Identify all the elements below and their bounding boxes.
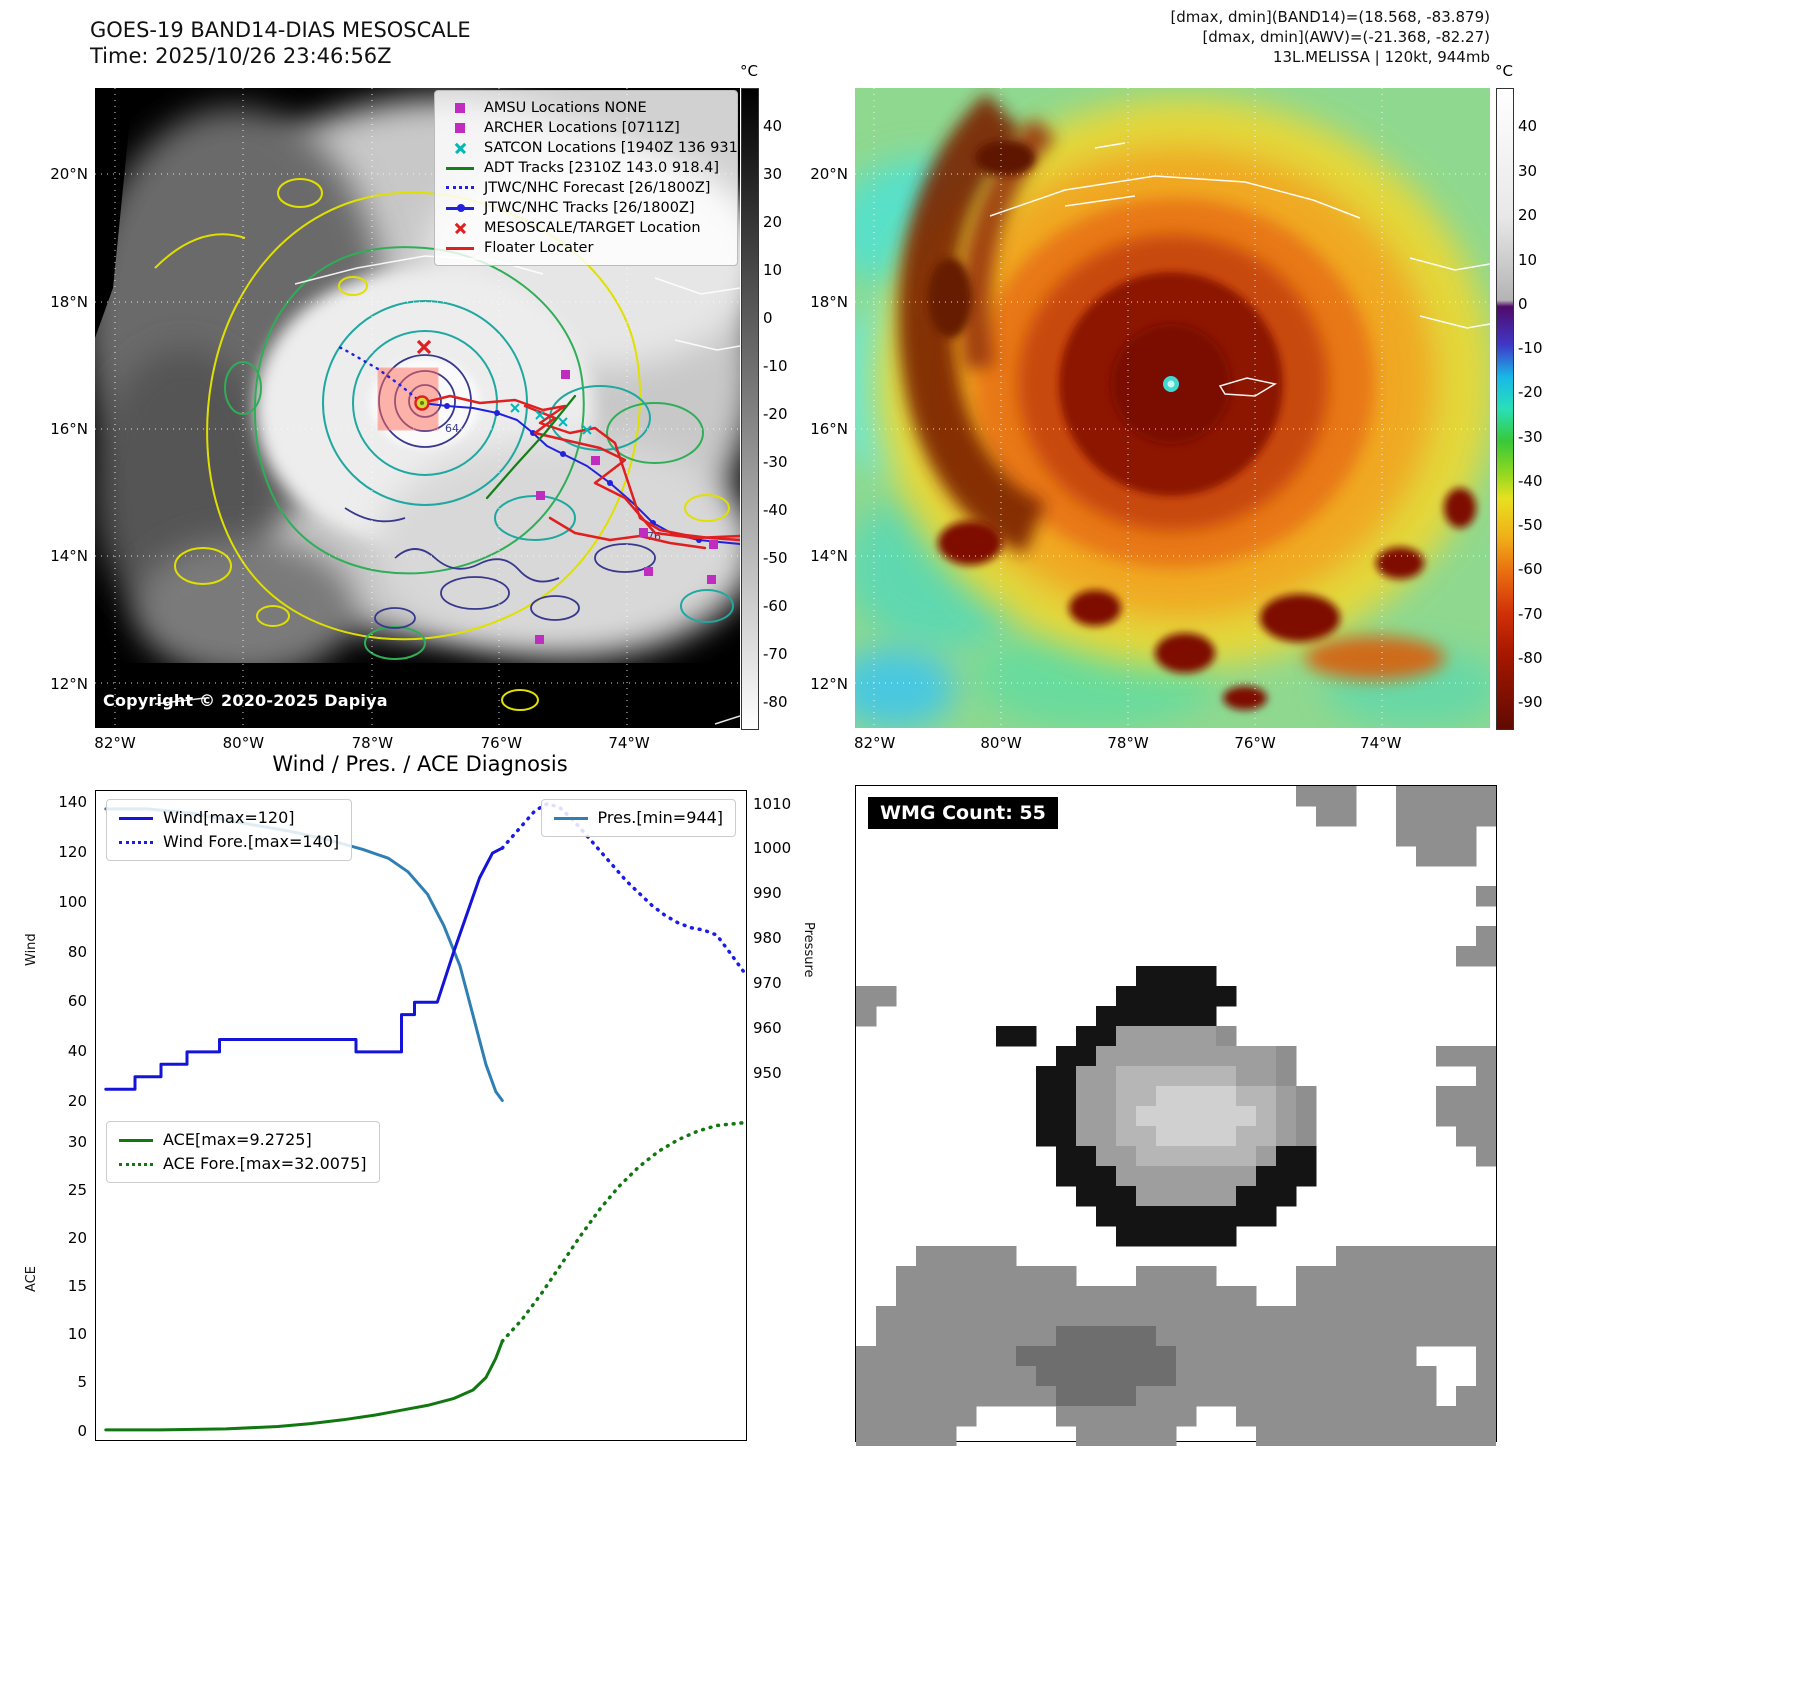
legend-item: Wind[max=120] [119,806,339,830]
awv-colorbar-axis: 40 30 20 10 0 -10 -20 -30 -40 -50 -60 -70 -80 -90 [1518,117,1543,712]
legend-item: MESOSCALE/TARGET Location [445,218,727,238]
adt-track [485,394,577,500]
awv-map-art [855,88,1490,728]
legend-item: AMSU Locations NONE [445,98,727,118]
amsu-archer-squares [535,370,718,644]
legend-item: ACE Fore.[max=32.0075] [119,1152,367,1176]
band14-title-line1: GOES-19 BAND14-DIAS MESOSCALE [90,18,471,42]
legend-label: ARCHER Locations [0711Z] [484,120,680,136]
cold-cloud-blobs [938,488,1476,710]
satcon-x-markers [510,403,592,435]
wmg-pixel-grid [856,786,1497,1447]
legend-label: JTWC/NHC Tracks [26/1800Z] [484,200,695,216]
band14-satellite-map: 64 76 [95,88,740,728]
target-x-marker [416,339,432,355]
legend-item: Floater Locater [445,238,727,258]
legend-label: ADT Tracks [2310Z 143.0 918.4] [484,160,720,176]
cyan-x-icon [445,141,475,155]
band14-lat-axis: 20°N 18°N 16°N 14°N 12°N [50,165,88,693]
legend-item: ARCHER Locations [0711Z] [445,118,727,138]
band14-colorbar-axis: 40 30 20 10 0 -10 -20 -30 -40 -50 -60 -70 -80 [763,117,788,712]
legend-item: Pres.[min=944] [553,806,723,830]
legend-item: ADT Tracks [2310Z 143.0 918.4] [445,158,727,178]
ace-chart: ACE[max=9.2725] ACE Fore.[max=32.0075] [95,1113,747,1441]
legend-label: MESOSCALE/TARGET Location [484,220,701,236]
band14-colorbar-unit: °C [740,62,758,80]
green-dotted-line-icon [119,1162,153,1166]
bottom-black-band [95,663,740,728]
awv-colorbar [1496,88,1514,730]
ace-forecast-line [500,1120,746,1343]
contours-green [224,246,704,660]
magenta-square-icon [445,121,475,135]
awv-lon-axis: 82°W 80°W 78°W 76°W 74°W [853,734,1402,752]
contours-teal [322,300,734,623]
wmg-panel [855,785,1497,1447]
ace-plot [104,1120,746,1432]
pressure-ylabel: Pressure [801,922,816,978]
band14-lon-axis: 82°W 80°W 78°W 76°W 74°W [94,734,650,752]
legend-item: JTWC/NHC Forecast [26/1800Z] [445,178,727,198]
legend-label: Pres.[min=944] [597,808,723,827]
awv-satellite-map [855,88,1490,728]
band14-legend: AMSU Locations NONE ARCHER Locations [07… [434,90,740,266]
contour-label-64: 64 [445,422,459,435]
legend-label: Wind Fore.[max=140] [163,832,340,851]
band14-title-line2: Time: 2025/10/26 23:46:56Z [90,44,392,68]
coastlines [989,142,1490,397]
floater-tracks [420,394,740,550]
magenta-square-icon [445,101,475,115]
pressure-legend: Pres.[min=944] [540,799,736,837]
legend-label: ACE Fore.[max=32.0075] [163,1154,367,1173]
legend-item: ACE[max=9.2725] [119,1128,367,1152]
pressure-axis: 1010 1000 990 980 970 960 950 [753,794,792,1082]
legend-label: SATCON Locations [1940Z 136 931] [484,140,740,156]
legend-item: JTWC/NHC Tracks [26/1800Z] [445,198,727,218]
mesoscale-target-box [377,367,439,431]
legend-label: Floater Locater [484,240,594,256]
awv-colorbar-unit: °C [1495,62,1513,80]
steelblue-line-icon [553,816,588,820]
green-line-icon [445,161,475,175]
wind-legend: Wind[max=120] Wind Fore.[max=140] [106,799,353,861]
awv-header-line1: [dmax, dmin](BAND14)=(18.568, -83.879) [1170,8,1490,26]
green-solid-line-icon [119,1138,153,1142]
legend-label: AMSU Locations NONE [484,100,647,116]
wind-line [104,846,504,1091]
storm-center-marker [414,395,430,411]
contours-yellow [154,178,730,711]
awv-lat-axis: 20°N 18°N 16°N 14°N 12°N [810,165,848,693]
blue-dotted-line-icon [119,840,153,844]
wmg-count-badge: WMG Count: 55 [868,797,1058,829]
convective-band [898,92,1056,554]
legend-label: Wind[max=120] [163,808,295,827]
ace-line [104,1339,504,1432]
ace-legend: ACE[max=9.2725] ACE Fore.[max=32.0075] [106,1121,380,1183]
ace-ylabel: ACE [24,1266,39,1292]
band14-colorbar [741,88,759,730]
blue-solid-line-icon [119,816,153,820]
wind-ylabel: Wind [24,933,39,966]
ace-axis: 30 25 20 15 10 5 0 [67,1132,87,1440]
legend-label: JTWC/NHC Forecast [26/1800Z] [484,180,711,196]
awv-storm-id: 13L.MELISSA | 120kt, 944mb [1272,48,1490,66]
legend-item: Wind Fore.[max=140] [119,830,339,854]
wind-axis: 140 120 100 80 60 40 20 [58,793,87,1110]
red-x-icon [445,221,475,235]
red-line-icon [445,241,475,255]
blue-line-dot-icon [445,201,475,215]
diagnosis-title: Wind / Pres. / ACE Diagnosis [272,752,568,776]
legend-item: SATCON Locations [1940Z 136 931] [445,138,740,158]
copyright-text: Copyright © 2020-2025 Dapiya [103,691,388,710]
wind-pressure-chart: Wind[max=120] Wind Fore.[max=140] Pres.[… [95,790,747,1115]
legend-label: ACE[max=9.2725] [163,1130,312,1149]
blue-dotted-line-icon [445,181,475,195]
awv-header-line2: [dmax, dmin](AWV)=(-21.368, -82.27) [1202,28,1490,46]
